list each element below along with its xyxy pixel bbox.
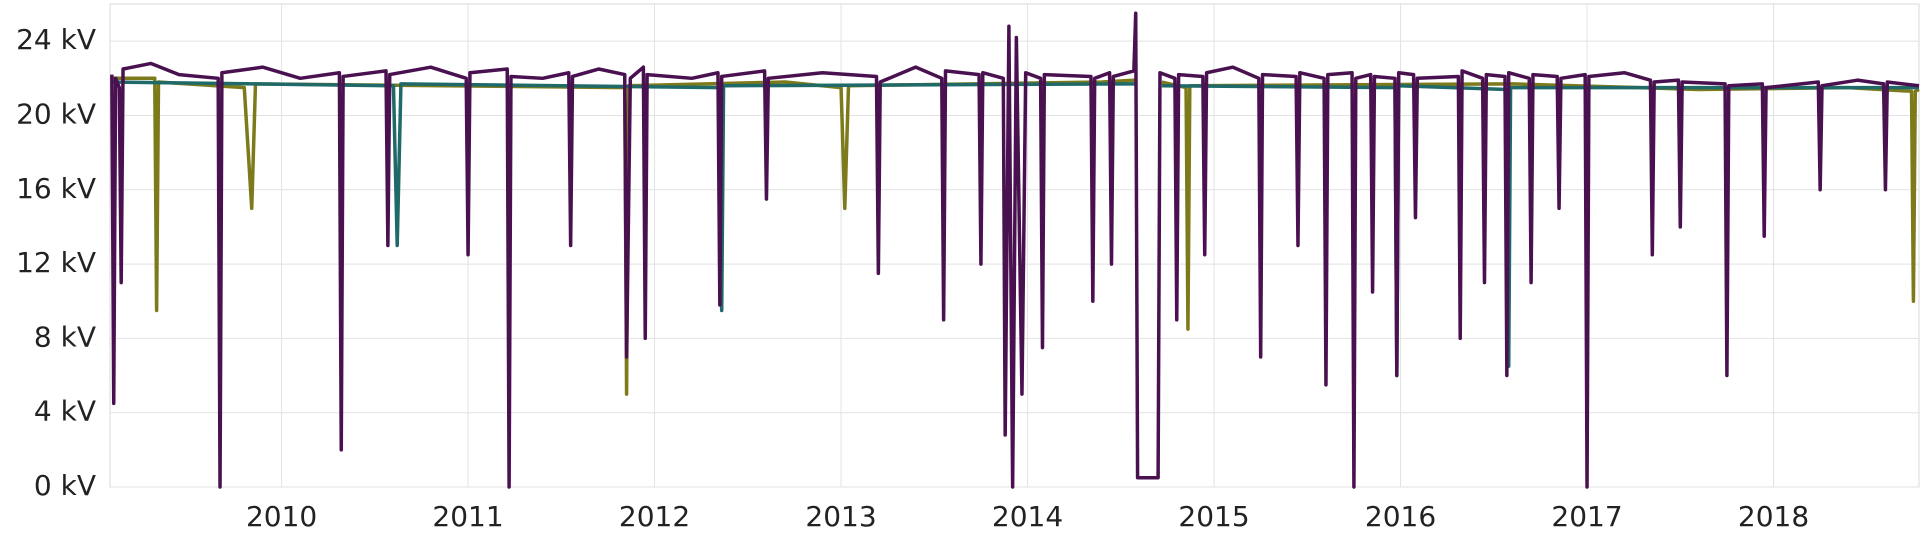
y-tick-label: 16 kV	[16, 172, 96, 205]
x-tick-label: 2010	[246, 500, 317, 533]
x-tick-label: 2017	[1551, 500, 1622, 533]
x-tick-label: 2011	[432, 500, 503, 533]
y-tick-label: 24 kV	[16, 23, 96, 56]
x-tick-label: 2016	[1365, 500, 1436, 533]
y-tick-label: 20 kV	[16, 97, 96, 130]
y-tick-label: 4 kV	[34, 395, 96, 428]
y-tick-label: 12 kV	[16, 246, 96, 279]
x-tick-label: 2014	[992, 500, 1063, 533]
x-tick-label: 2018	[1738, 500, 1809, 533]
series-line	[110, 11, 1920, 489]
x-tick-label: 2013	[805, 500, 876, 533]
x-tick-label: 2012	[619, 500, 690, 533]
x-tick-label: 2015	[1178, 500, 1249, 533]
y-tick-label: 0 kV	[34, 469, 96, 502]
y-tick-label: 8 kV	[34, 320, 96, 353]
